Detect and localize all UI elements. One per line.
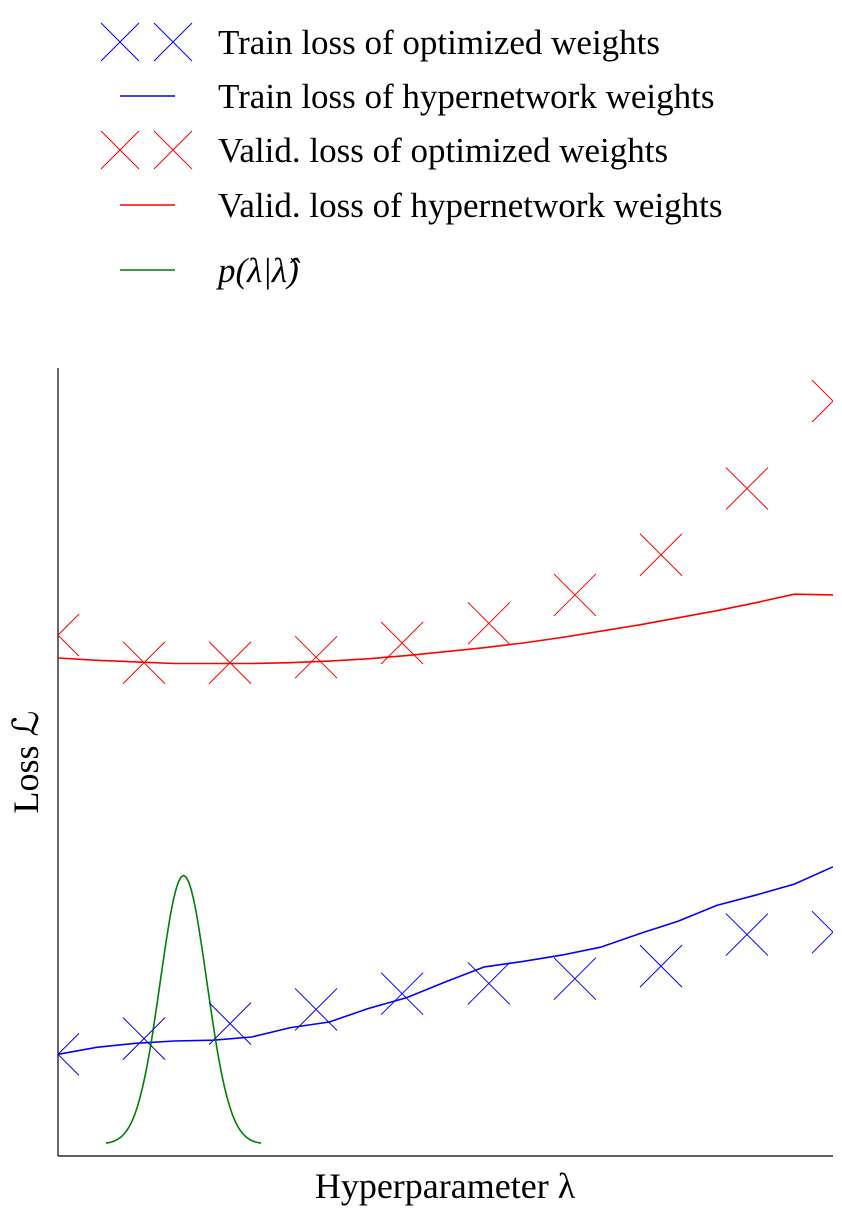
- legend-marker-icon: [153, 130, 193, 170]
- x-axis-label: Hyperparameter λ: [315, 1166, 576, 1206]
- legend-label: Train loss of optimized weights: [218, 23, 660, 62]
- legend: Train loss of optimized weights Train los…: [100, 22, 723, 290]
- legend-entry-train_opt: Train loss of optimized weights: [100, 22, 660, 62]
- valid-optimized-loss-marker: [122, 641, 166, 685]
- train-optimized-loss-marker: [639, 944, 683, 988]
- valid-optimized-loss-marker: [380, 621, 424, 665]
- legend-entry-valid_hyper: Valid. loss of hypernetwork weights: [120, 186, 723, 225]
- legend-marker-icon: [100, 130, 140, 170]
- train-optimized-loss-marker: [208, 1002, 252, 1045]
- train-optimized-loss-marker: [122, 1017, 166, 1060]
- train-optimized-loss-marker: [58, 1032, 80, 1076]
- legend-marker-icon: [153, 22, 193, 62]
- valid-optimized-loss-marker: [639, 533, 683, 577]
- legend-entry-density: p(λ|λ̂): [120, 251, 301, 290]
- train-optimized-loss-marker: [294, 988, 338, 1031]
- valid-optimized-loss-marker: [58, 613, 80, 657]
- valid-optimized-loss-marker: [208, 641, 252, 685]
- legend-label: Valid. loss of optimized weights: [218, 131, 668, 170]
- legend-label: Valid. loss of hypernetwork weights: [218, 186, 723, 225]
- train-optimized-loss-marker: [467, 962, 511, 1005]
- legend-label: Train loss of hypernetwork weights: [218, 77, 714, 116]
- train-optimized-loss-marker: [811, 910, 833, 954]
- valid-optimized-loss-marker: [294, 635, 338, 679]
- train-optimized-loss-marker: [725, 913, 769, 956]
- series-layer: [58, 379, 833, 1144]
- train-optimized-loss-marker: [380, 972, 424, 1016]
- train-optimized-loss-marker: [553, 957, 597, 1001]
- legend-entry-valid_opt: Valid. loss of optimized weights: [100, 130, 668, 170]
- train-hypernetwork-loss-line: [58, 866, 833, 1056]
- density-curve: [105, 874, 262, 1144]
- y-axis-label: Loss ℒ: [6, 711, 46, 814]
- valid-optimized-loss-marker: [725, 467, 769, 510]
- plot-area: [57, 368, 833, 1157]
- legend-label: p(λ|λ̂): [215, 251, 301, 290]
- legend-marker-icon: [100, 22, 140, 62]
- valid-optimized-loss-marker: [811, 379, 833, 423]
- valid-optimized-loss-marker: [553, 573, 597, 617]
- valid-hypernetwork-loss-line: [58, 593, 833, 665]
- valid-optimized-loss-marker: [467, 601, 511, 645]
- legend-entry-train_hyper: Train loss of hypernetwork weights: [120, 77, 714, 116]
